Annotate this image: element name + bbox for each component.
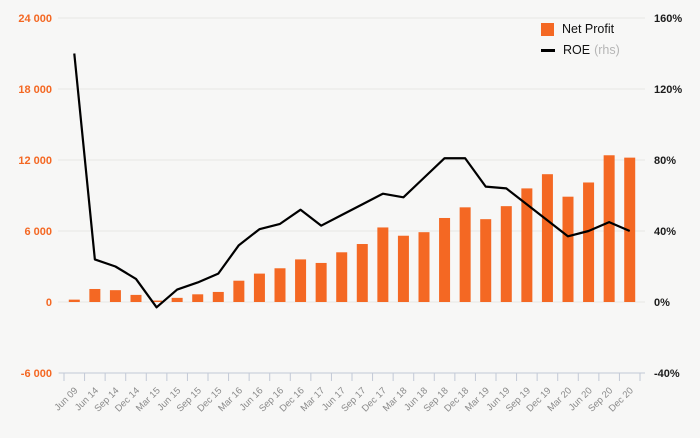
net-profit-bar [68, 299, 80, 302]
net-profit-bar [130, 294, 142, 302]
net-profit-bar [583, 182, 595, 302]
y-axis-left-label: 6 000 [24, 226, 52, 238]
y-axis-right-label: 0% [654, 297, 670, 309]
legend-label-roe: ROE [563, 43, 591, 57]
net-profit-bar [109, 290, 121, 302]
net-profit-bar [274, 268, 286, 302]
net-profit-bar [480, 219, 492, 302]
y-axis-left-label: 18 000 [18, 84, 52, 96]
roe-swatch-icon [541, 48, 555, 52]
net-profit-bar [315, 262, 327, 302]
roe-line [73, 53, 631, 309]
y-axis-right-label: 40% [654, 226, 676, 238]
legend-item-roe[interactable]: ROE (rhs) [541, 43, 620, 57]
net-profit-bar [192, 294, 204, 302]
net-profit-swatch-icon [541, 22, 554, 36]
legend-label-net-profit: Net Profit [562, 22, 615, 36]
net-profit-bar [439, 217, 451, 302]
net-profit-bar [336, 252, 348, 302]
net-profit-bar [459, 207, 471, 302]
y-axis-right-label: 160% [654, 13, 682, 25]
y-axis-left-label: 0 [46, 297, 52, 309]
y-axis-right-label: 120% [654, 84, 682, 96]
net-profit-bar [295, 259, 307, 302]
y-axis-right-label: 80% [654, 155, 676, 167]
legend-label-roe-rhs: (rhs) [594, 43, 620, 57]
net-profit-bar [562, 196, 574, 302]
y-axis-left-label: -6 000 [21, 368, 52, 380]
net-profit-bar [89, 288, 101, 302]
net-profit-bar [253, 273, 265, 302]
legend-item-net-profit[interactable]: Net Profit [541, 22, 620, 36]
legend: Net Profit ROE (rhs) [541, 22, 620, 57]
net-profit-bar [603, 155, 615, 302]
net-profit-bar [151, 300, 163, 302]
net-profit-bar [521, 188, 533, 302]
y-axis-left-label: 12 000 [18, 155, 52, 167]
net-profit-bar [541, 174, 553, 302]
net-profit-bar [500, 206, 512, 302]
y-axis-left-label: 24 000 [18, 13, 52, 25]
y-axis-right-label: -40% [654, 368, 680, 380]
net-profit-bar [418, 232, 430, 302]
net-profit-bar [233, 280, 245, 302]
net-profit-bar [171, 297, 183, 302]
net-profit-bar [356, 244, 368, 302]
net-profit-bar [212, 291, 224, 302]
net-profit-bar [397, 235, 409, 302]
net-profit-bar [377, 227, 389, 302]
